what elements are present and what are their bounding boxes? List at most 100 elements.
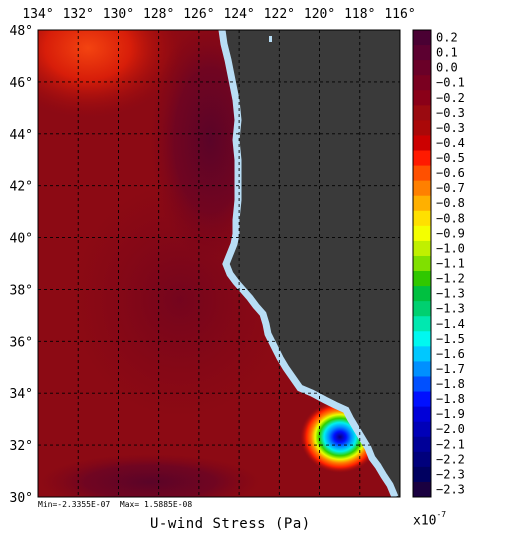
colorbar-tick-label: −1.0 <box>436 241 465 255</box>
colorbar-swatch <box>413 406 431 423</box>
colorbar-tick-label: −1.4 <box>436 317 465 331</box>
latitude-axis: 48° 46° 44° 42° 40° 38° 36° 34° 32° 30° <box>10 24 33 506</box>
colorbar-swatch <box>413 120 431 136</box>
colorbar-tick-label: −0.4 <box>436 136 465 150</box>
land-mass <box>222 30 400 497</box>
colorbar-swatch <box>413 361 431 377</box>
longitude-tick-label: 134° <box>22 7 53 22</box>
plot-title: U-wind Stress (Pa) <box>150 516 311 532</box>
colorbar-frame <box>412 29 432 498</box>
colorbar-swatch <box>413 286 431 302</box>
field-layer <box>38 30 400 497</box>
longitude-tick-label: 122° <box>264 7 295 22</box>
colorbar-tick-label: −1.9 <box>436 407 465 421</box>
colorbar-swatch <box>413 301 431 317</box>
colorbar-tick-label: 0.2 <box>436 31 458 45</box>
latitude-tick-label: 40° <box>10 232 33 247</box>
graticule <box>38 30 400 497</box>
colorbar-swatch <box>413 60 431 76</box>
colorbar-swatch <box>413 135 431 152</box>
island-pixel <box>269 36 272 42</box>
colorbar-tick-label: −1.5 <box>436 332 465 346</box>
colorbar-tick-label: −0.5 <box>436 151 465 165</box>
colorbar-swatch <box>413 75 431 91</box>
colorbar-swatch <box>413 391 431 408</box>
longitude-tick-label: 128° <box>143 7 174 22</box>
colorbar-swatch <box>413 466 431 483</box>
colorbar-tick-label: −0.6 <box>436 166 465 180</box>
longitude-axis: 134° 132° 130° 128° 126° 124° 122° 120° 118° 116° <box>22 7 415 22</box>
colorbar-tick-label: −0.8 <box>436 196 465 210</box>
latitude-tick-label: 48° <box>10 24 33 39</box>
min-max-readout: Min=-2.3355E-07 Max= 1.5885E-08 <box>38 500 192 509</box>
colorbar-swatch <box>413 150 431 167</box>
max-value: Max= 1.5885E-08 <box>119 500 193 509</box>
colorbar-tick-label: −2.2 <box>436 452 465 466</box>
colorbar-swatch <box>413 376 431 393</box>
colorbar-tick-label: −2.3 <box>436 482 465 496</box>
colorbar-tick-label: 0.1 <box>436 46 458 60</box>
colorbar-swatch <box>413 316 431 332</box>
colorbar-swatch <box>413 90 431 106</box>
colorbar-tick-label: −0.9 <box>436 226 465 240</box>
colorbar-swatch <box>413 165 431 182</box>
colorbar: 0.20.10.0−0.1−0.2−0.3−0.3−0.4−0.5−0.6−0.… <box>412 29 465 498</box>
colorbar-tick-label: 0.0 <box>436 61 458 75</box>
latitude-tick-label: 36° <box>10 335 33 350</box>
colorbar-swatch <box>413 451 431 468</box>
colorbar-swatch <box>413 30 431 46</box>
colorbar-tick-label: −1.1 <box>436 257 465 271</box>
latitude-tick-label: 38° <box>10 283 33 298</box>
latitude-tick-label: 30° <box>10 491 33 506</box>
colorbar-swatch <box>413 421 431 438</box>
longitude-tick-label: 132° <box>63 7 94 22</box>
colorbar-tick-label: −0.7 <box>436 181 465 195</box>
colorbar-tick-label: −0.3 <box>436 106 465 120</box>
longitude-tick-label: 124° <box>223 7 254 22</box>
colorbar-swatch <box>413 240 431 257</box>
colorbar-swatch <box>413 346 431 362</box>
latitude-tick-label: 46° <box>10 76 33 91</box>
colorbar-tick-label: −0.3 <box>436 121 465 135</box>
coastline <box>218 30 399 497</box>
scale-exponent: -7 <box>436 510 447 519</box>
northwest-positive-zone <box>38 30 183 118</box>
colorbar-tick-label: −1.8 <box>436 377 465 391</box>
colorbar-tick-label: −1.3 <box>436 302 465 316</box>
latitude-tick-label: 34° <box>10 387 33 402</box>
scale-base: x10 <box>413 513 437 529</box>
colorbar-tick-label: −1.7 <box>436 362 465 376</box>
colorbar-swatch <box>413 271 431 287</box>
longitude-tick-label: 120° <box>304 7 335 22</box>
colorbar-tick-label: −0.2 <box>436 91 465 105</box>
latitude-tick-label: 44° <box>10 128 33 143</box>
min-value: Min=-2.3355E-07 <box>38 500 111 509</box>
colorbar-tick-label: −1.6 <box>436 347 465 361</box>
colorbar-tick-label: −1.2 <box>436 272 465 286</box>
colorbar-tick-label: −2.0 <box>436 422 465 436</box>
longitude-tick-label: 118° <box>344 7 375 22</box>
colorbar-scale: x10-7 <box>413 510 447 529</box>
colorbar-swatch <box>413 105 431 121</box>
colorbar-swatch <box>413 180 431 197</box>
colorbar-swatch <box>413 195 431 212</box>
colorbar-tick-label: −2.1 <box>436 437 465 451</box>
longitude-tick-label: 126° <box>183 7 214 22</box>
colorbar-tick-label: −1.3 <box>436 287 465 301</box>
colorbar-swatch <box>413 225 431 242</box>
map-frame <box>37 29 401 498</box>
colorbar-tick-label: −2.3 <box>436 467 465 481</box>
latitude-tick-label: 32° <box>10 439 33 454</box>
colorbar-tick-label: −0.8 <box>436 211 465 225</box>
dark-band-south <box>40 454 260 497</box>
colorbar-swatch <box>413 45 431 61</box>
longitude-tick-label: 116° <box>384 7 415 22</box>
colorbar-tick-label: −1.8 <box>436 392 465 406</box>
colorbar-swatch <box>413 255 431 272</box>
colorbar-swatch <box>413 436 431 453</box>
latitude-tick-label: 42° <box>10 180 33 195</box>
longitude-tick-label: 130° <box>103 7 134 22</box>
colorbar-tick-label: −0.1 <box>436 76 465 90</box>
colorbar-swatch <box>413 331 431 347</box>
